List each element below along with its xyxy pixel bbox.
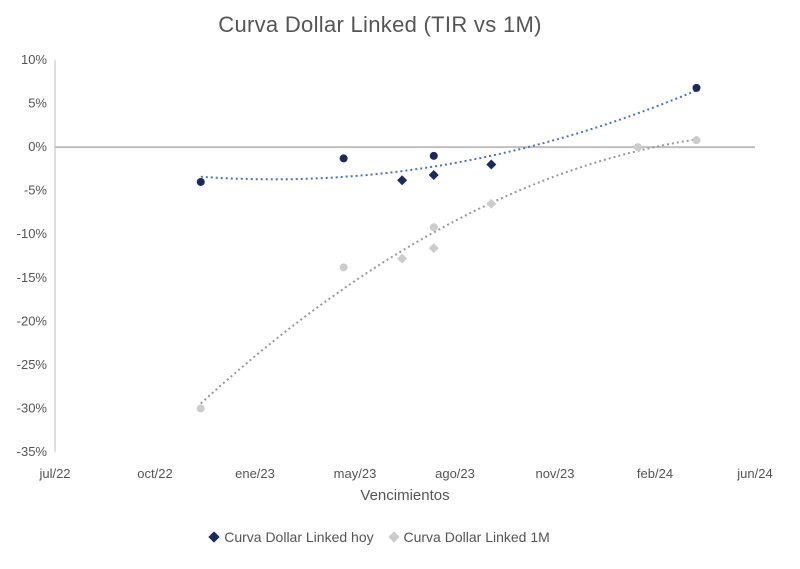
y-tick-label: -10% [17,226,48,241]
x-tick-label: oct/22 [137,466,172,481]
x-tick-label: feb/24 [637,466,673,481]
y-tick-label: -35% [17,444,48,459]
legend-marker-hoy [208,531,220,543]
data-point-series-0 [486,159,497,170]
legend-label-1m: Curva Dollar Linked 1M [403,529,550,545]
data-point-series-1 [634,143,643,152]
y-tick-label: -15% [17,270,48,285]
x-tick-label: ago/23 [435,466,475,481]
data-point-series-0 [428,169,439,180]
x-tick-label: jul/22 [38,466,70,481]
y-tick-label: -30% [17,400,48,415]
data-point-series-1 [196,404,205,413]
y-tick-label: -5% [24,183,48,198]
legend-item-1m: Curva Dollar Linked 1M [387,529,550,545]
y-tick-label: 0% [28,139,47,154]
data-point-series-1 [429,223,438,232]
x-axis-title: Vencimientos [360,487,449,504]
y-tick-label: 10% [21,52,47,67]
data-point-series-0 [339,154,348,163]
trendline-0 [200,89,697,181]
legend-item-hoy: Curva Dollar Linked hoy [208,529,374,545]
data-point-series-0 [397,175,408,186]
x-tick-label: nov/23 [535,466,574,481]
y-tick-label: -20% [17,313,48,328]
data-point-series-1 [339,263,348,272]
y-tick-label: 5% [28,96,47,111]
trendline-1 [200,138,697,405]
chart-title: Curva Dollar Linked (TIR vs 1M) [218,12,542,37]
x-tick-label: jun/24 [736,466,772,481]
chart-legend: Curva Dollar Linked hoy Curva Dollar Lin… [0,528,760,545]
data-point-series-1 [428,243,439,254]
data-point-series-0 [692,83,701,92]
legend-marker-1m [387,531,400,543]
x-tick-label: may/23 [334,466,377,481]
data-point-series-1 [397,253,408,264]
data-point-series-0 [429,151,438,160]
data-point-series-1 [486,198,497,209]
data-point-series-1 [692,136,701,145]
legend-label-hoy: Curva Dollar Linked hoy [224,529,374,545]
y-tick-label: -25% [17,357,48,372]
x-tick-label: ene/23 [235,466,275,481]
data-point-series-0 [196,177,205,186]
